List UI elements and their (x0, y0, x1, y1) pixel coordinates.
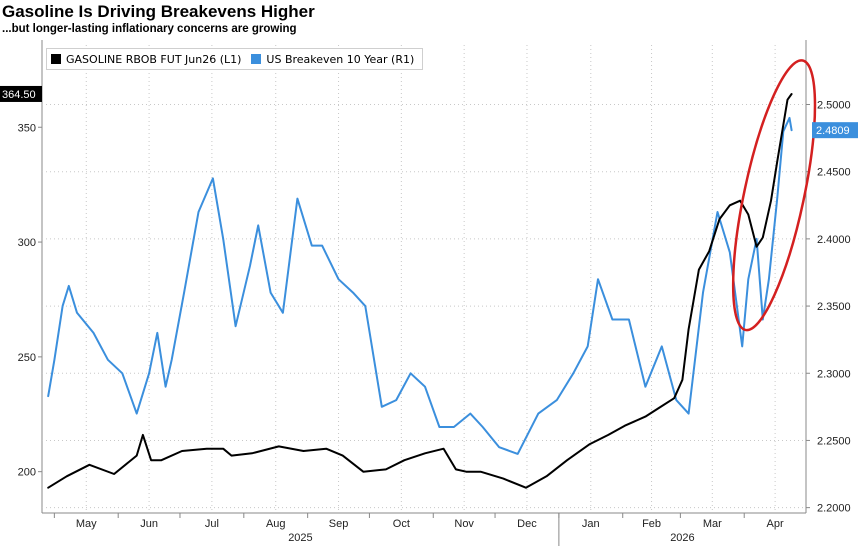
x-tick-label: Sep (329, 518, 349, 530)
x-tick-label: Apr (767, 518, 784, 530)
right-tick-label: 2.3500 (817, 301, 851, 313)
legend-label-gasoline: GASOLINE RBOB FUT Jun26 (L1) (66, 52, 242, 66)
x-tick-label: Oct (393, 518, 410, 530)
breakeven-series-line (47, 116, 793, 455)
legend-label-breakeven: US Breakeven 10 Year (R1) (266, 52, 415, 66)
left-tick-label: 200 (18, 467, 36, 479)
x-tick-label: Mar (703, 518, 722, 530)
legend-item-gasoline: GASOLINE RBOB FUT Jun26 (L1) (51, 53, 241, 66)
x-tick-label: Dec (517, 518, 537, 530)
right-tick-label: 2.4000 (817, 234, 851, 246)
x-tick-label: Feb (642, 518, 661, 530)
right-tick-label: 2.2500 (817, 435, 851, 447)
left-tick-label: 250 (18, 352, 36, 364)
chart-title: Gasoline Is Driving Breakevens Higher (2, 2, 315, 21)
x-tick-label: Nov (454, 518, 474, 530)
legend-item-breakeven: US Breakeven 10 Year (R1) (251, 53, 414, 66)
gasoline-last-value-label: 364.50 (2, 89, 36, 101)
legend-swatch-breakeven (251, 54, 262, 64)
year-label: 2025 (288, 532, 312, 544)
annotation-ellipse (731, 59, 817, 332)
gasoline-series-line (47, 93, 793, 489)
right-tick-label: 2.3000 (817, 368, 851, 380)
x-tick-label: May (76, 518, 97, 530)
right-tick-label: 2.5000 (817, 100, 851, 112)
left-tick-label: 300 (18, 237, 36, 249)
breakeven-last-value-label: 2.4809 (816, 125, 850, 137)
year-label: 2026 (670, 532, 694, 544)
right-tick-label: 2.4500 (817, 167, 851, 179)
x-tick-label: Jun (140, 518, 158, 530)
left-tick-label: 350 (18, 122, 36, 134)
breakeven-last-value-box (812, 122, 858, 139)
chart-subtitle: ...but longer-lasting inflationary conce… (2, 23, 297, 35)
chart-legend: GASOLINE RBOB FUT Jun26 (L1) US Breakeve… (46, 48, 424, 70)
legend-swatch-gasoline (51, 54, 61, 64)
gasoline-last-value-box (0, 85, 42, 102)
right-tick-label: 2.2000 (817, 503, 851, 515)
x-tick-label: Aug (266, 518, 286, 530)
x-tick-label: Jan (582, 518, 600, 530)
x-tick-label: Jul (205, 518, 219, 530)
